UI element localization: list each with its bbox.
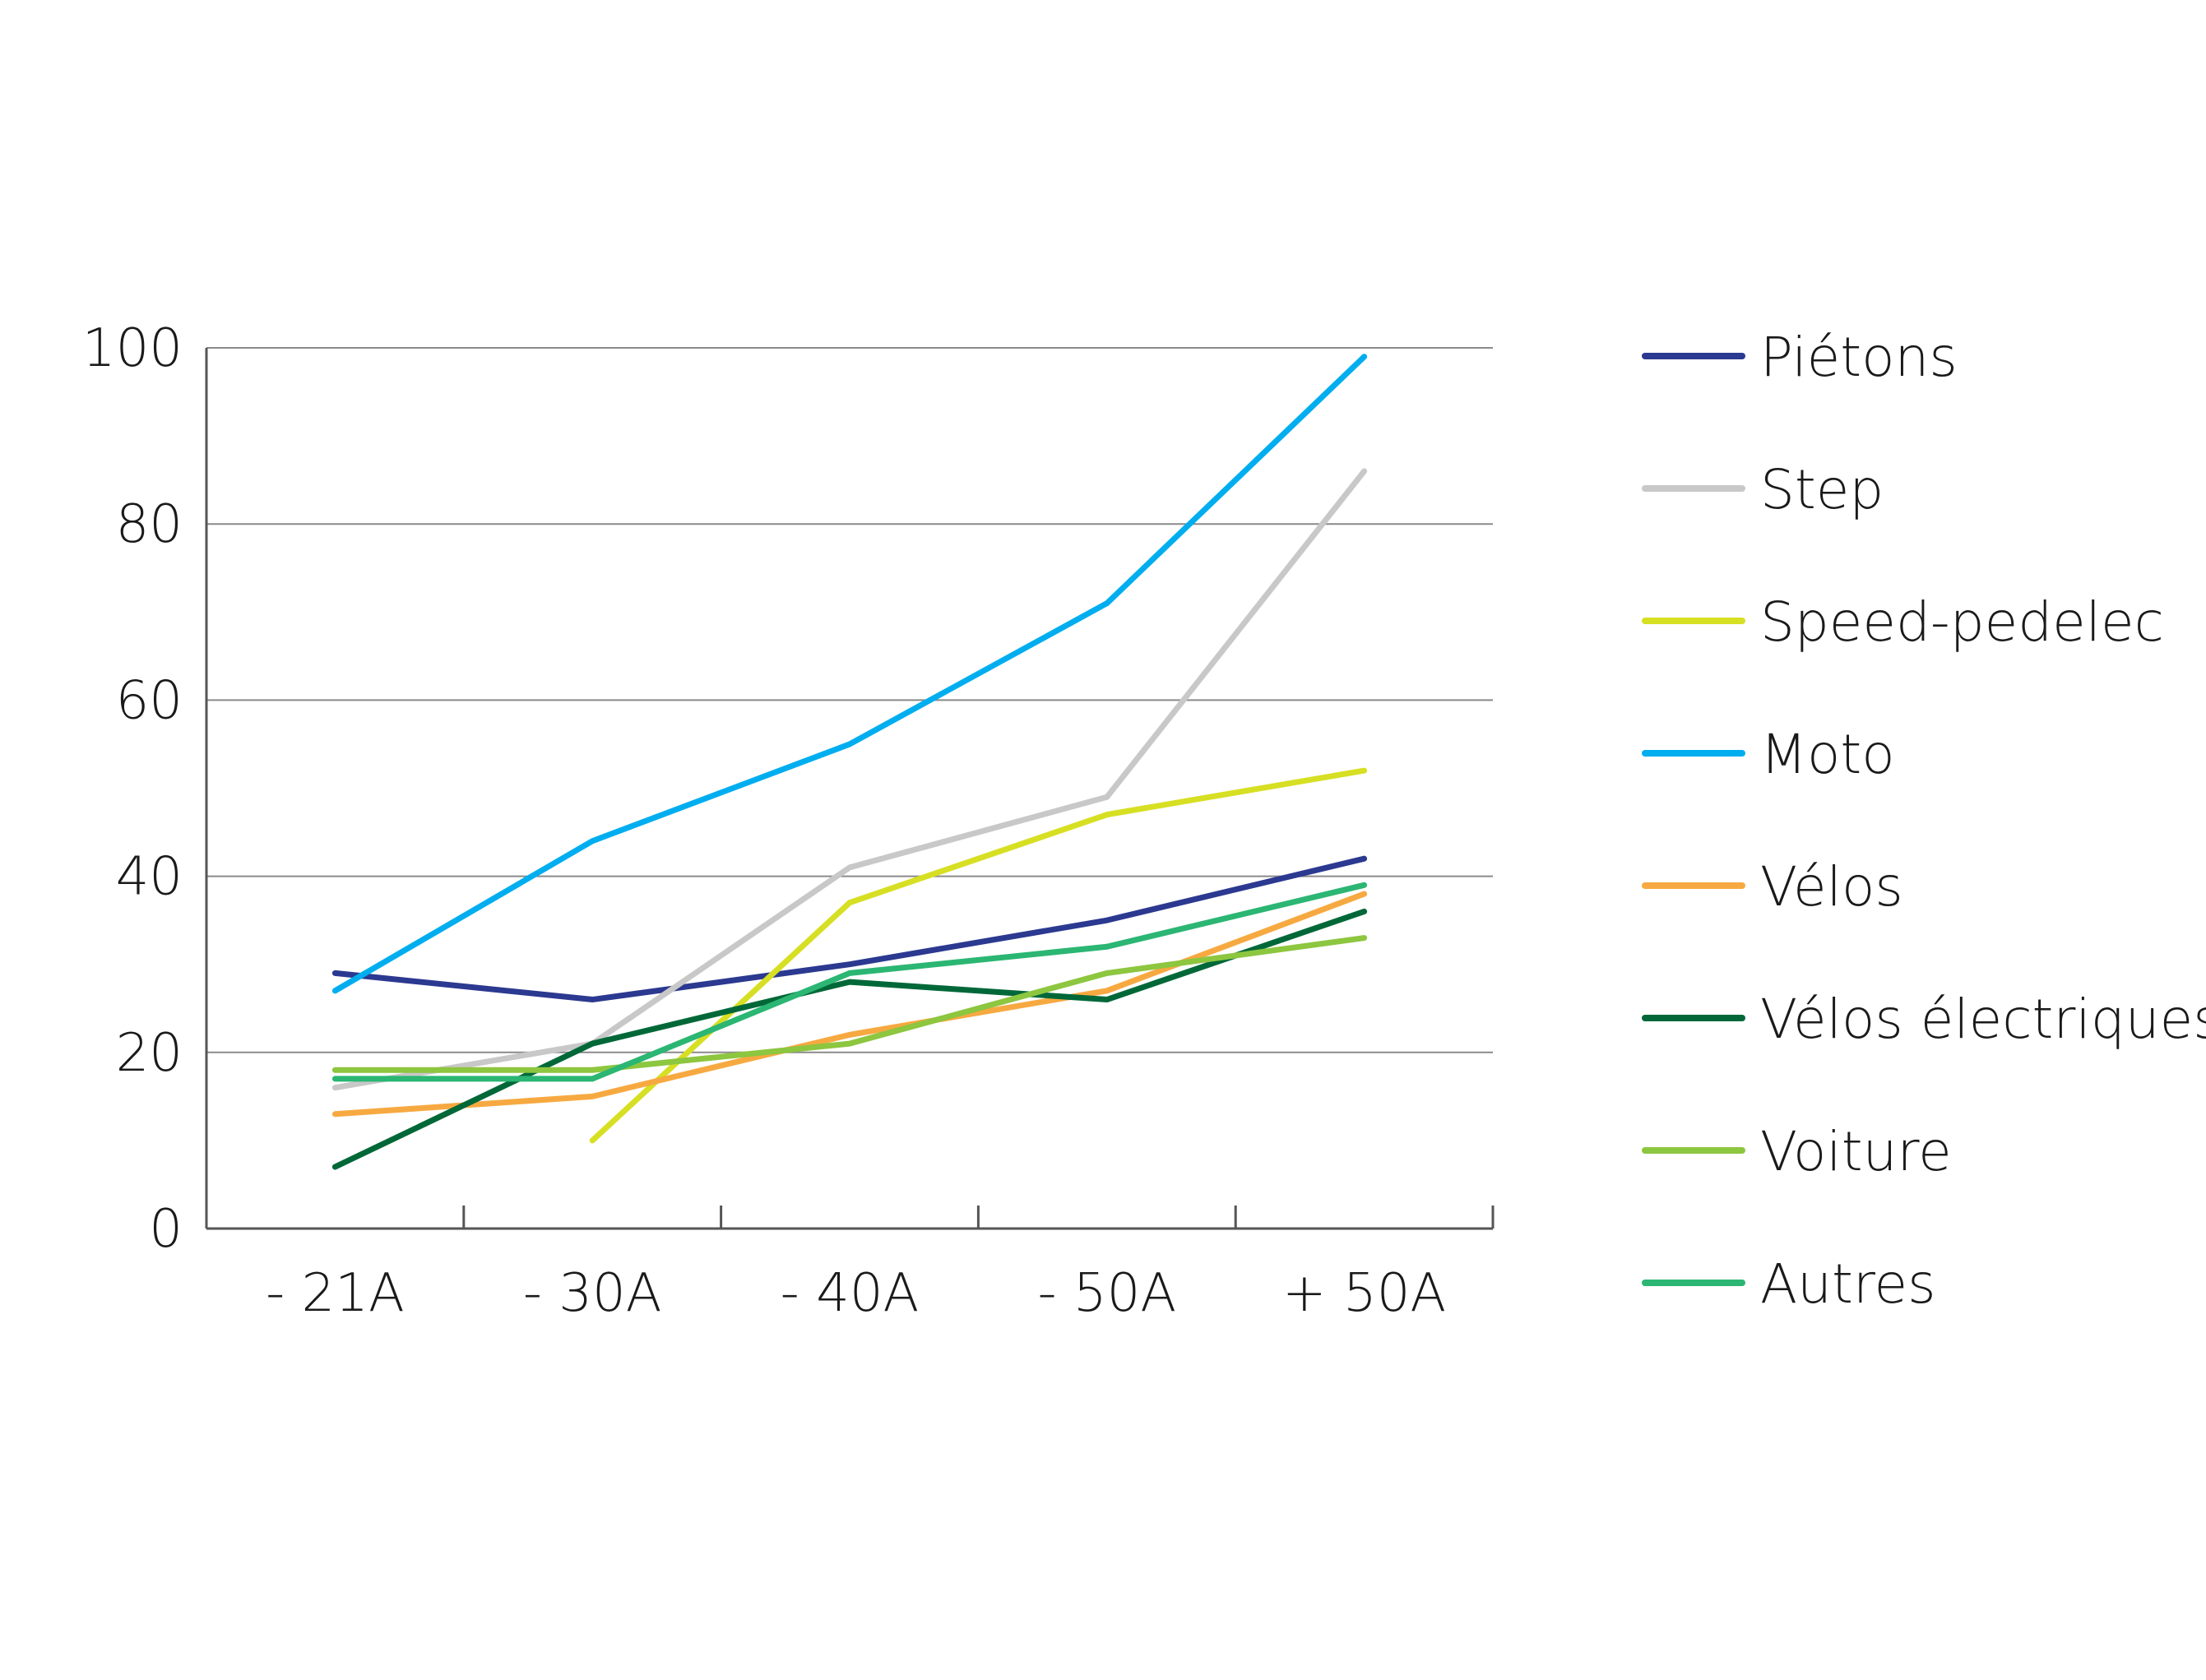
series-line-2 bbox=[589, 767, 1368, 1144]
series-line-5 bbox=[331, 908, 1368, 1170]
series-lines bbox=[331, 354, 1368, 1170]
series-line-3 bbox=[331, 354, 1368, 994]
legend-label: Step bbox=[1760, 458, 1884, 521]
x-tick-label: - 40A bbox=[781, 1263, 920, 1324]
y-tick-label: 60 bbox=[116, 670, 183, 731]
legend-label: Moto bbox=[1760, 723, 1895, 786]
legend-label: Voiture bbox=[1760, 1120, 1952, 1183]
series-line-4 bbox=[331, 891, 1368, 1118]
series-line-7 bbox=[331, 882, 1368, 1082]
y-tick-label: 0 bbox=[149, 1199, 183, 1260]
series-line-6 bbox=[331, 935, 1368, 1073]
legend-label: Vélos bbox=[1760, 855, 1903, 919]
series-line-0 bbox=[331, 855, 1368, 1003]
y-axis-ticks: 0 20 40 60 80 100 bbox=[82, 318, 183, 1260]
y-tick-label: 40 bbox=[116, 847, 183, 908]
x-tick-label: - 50A bbox=[1037, 1263, 1176, 1324]
x-axis-ticks: - 21A - 30A - 40A - 50A + 50A bbox=[266, 1263, 1446, 1324]
legend-label: Autres bbox=[1760, 1252, 1936, 1316]
y-tick-label: 80 bbox=[116, 494, 183, 555]
x-tick-label: - 30A bbox=[523, 1263, 662, 1324]
series-line-1 bbox=[331, 468, 1368, 1091]
legend-label: Vélos électriques bbox=[1760, 988, 2206, 1051]
legend: Piétons Step Speed-pedelec Moto Vélos Vélos é… bbox=[1642, 326, 2206, 1316]
axes bbox=[205, 348, 1495, 1230]
legend-label: Piétons bbox=[1760, 326, 1958, 389]
x-tick-label: - 21A bbox=[266, 1263, 405, 1324]
x-tick-label: + 50A bbox=[1282, 1263, 1446, 1324]
y-tick-label: 100 bbox=[82, 318, 183, 379]
legend-label: Speed-pedelec bbox=[1760, 590, 2164, 654]
y-tick-label: 20 bbox=[116, 1023, 183, 1084]
